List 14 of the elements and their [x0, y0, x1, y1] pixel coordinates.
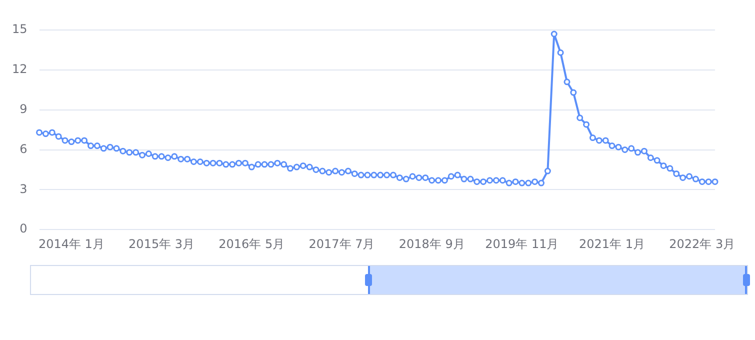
x-tick-label: 2019年 11月: [485, 236, 559, 251]
x-tick-label: 2017年 7月: [308, 236, 375, 251]
y-tick-label: 12: [12, 62, 28, 76]
x-tick-label: 2021年 1月: [579, 236, 646, 251]
x-tick-label: 2016年 5月: [218, 236, 285, 251]
y-tick-label: 6: [20, 142, 28, 156]
x-tick-label: 2014年 1月: [38, 236, 104, 251]
x-tick-label: 2022年 3月: [669, 236, 736, 251]
x-tick-label: 2015年 3月: [128, 236, 195, 251]
y-tick-label: 3: [20, 182, 28, 196]
x-tick-label: 2018年 9月: [398, 236, 465, 251]
y-tick-label: 15: [12, 22, 28, 36]
y-tick-label: 0: [20, 222, 28, 236]
y-tick-label: 9: [20, 102, 28, 116]
